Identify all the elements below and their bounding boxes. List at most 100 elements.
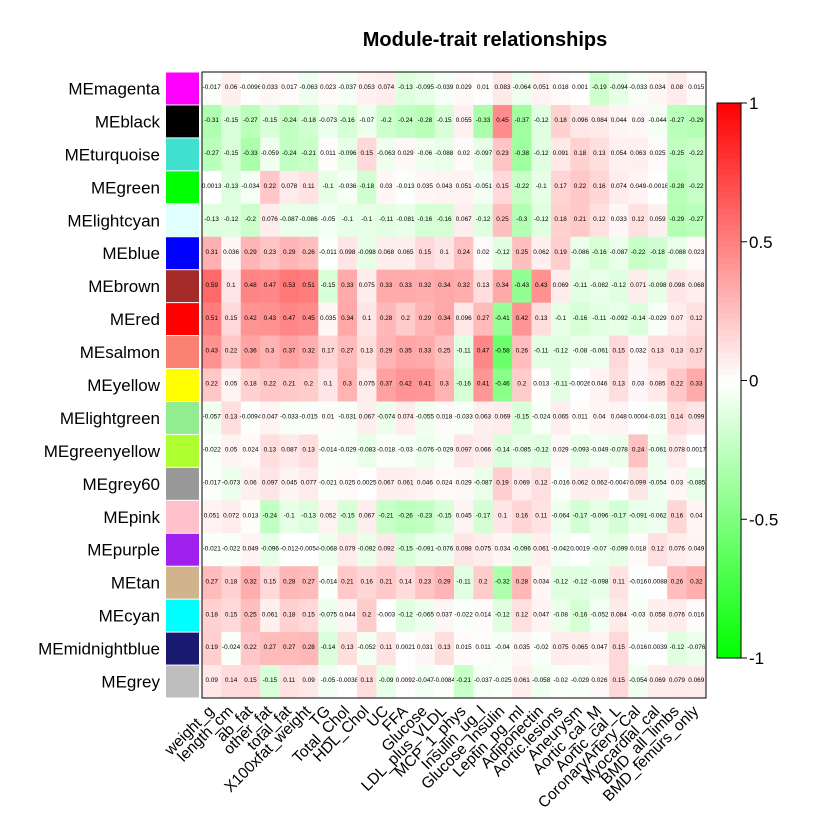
heatmap-cell: [240, 302, 261, 336]
heatmap-cell: [609, 599, 629, 633]
heatmap-cell: [589, 203, 610, 238]
heatmap-cell: [628, 566, 649, 600]
heatmap-cell: [492, 566, 513, 600]
cell-value-label: 0.013: [242, 512, 258, 519]
cell-value-label: -0.017: [203, 84, 222, 91]
heatmap-cell: [473, 632, 494, 666]
legend-gradient-step: [717, 202, 741, 209]
heatmap-cell: [221, 632, 242, 666]
heatmap-cell: [221, 269, 242, 303]
heatmap-cell: [279, 137, 300, 172]
cell-value-label: -0.051: [474, 183, 493, 190]
cell-value-label: 0.059: [650, 216, 666, 223]
heatmap-cell: [240, 401, 261, 435]
cell-value-label: 0.03: [632, 381, 645, 388]
cell-value-label: 0.046: [417, 480, 433, 487]
heatmap-cell: [570, 203, 590, 238]
heatmap-cell: [473, 302, 494, 336]
cell-value-label: -0.016: [629, 578, 648, 585]
cell-value-label: -0.012: [280, 545, 299, 552]
heatmap-cell: [550, 599, 571, 633]
heatmap-cell: [298, 269, 319, 303]
legend-gradient-step: [717, 563, 741, 570]
cell-value-label: -0.25: [670, 150, 685, 157]
heatmap-cell: [492, 170, 513, 205]
heatmap-cell: [473, 368, 494, 402]
heatmap-cell: [667, 302, 687, 336]
cell-value-label: 0.23: [496, 150, 509, 157]
cell-value-label: 0.01: [322, 414, 335, 421]
heatmap-cell: [454, 500, 474, 534]
cell-value-label: 0.26: [516, 348, 529, 355]
cell-value-label: 0.065: [553, 414, 569, 421]
cell-value-label: 0.1: [362, 315, 371, 322]
legend-gradient-step: [717, 180, 741, 187]
legend-gradient-step: [717, 125, 741, 132]
cell-value-label: 0.026: [591, 677, 607, 684]
cell-value-label: 0.0021: [396, 644, 416, 651]
heatmap-cell: [686, 566, 707, 600]
heatmap-cell: [647, 632, 668, 666]
legend-gradient-step: [717, 241, 741, 248]
cell-value-label: 0.08: [671, 84, 684, 91]
cell-value-label: 0.2: [304, 381, 313, 388]
row-label: MEblack: [95, 112, 161, 131]
cell-value-label: -0.13: [224, 183, 239, 190]
cell-value-label: 0.043: [436, 183, 452, 190]
cell-value-label: -0.27: [670, 117, 685, 124]
heatmap-cell: [337, 599, 358, 633]
heatmap-cell: [318, 368, 338, 402]
cell-value-label: 0.32: [690, 578, 703, 585]
cell-value-label: 0.0025: [357, 480, 377, 487]
legend-gradient-step: [717, 169, 741, 176]
heatmap-cell: [202, 104, 222, 139]
row-label: MEgreen: [91, 178, 160, 197]
heatmap-cell: [434, 72, 455, 106]
heatmap-cell: [492, 665, 513, 699]
heatmap-cell: [415, 137, 435, 172]
cell-value-label: 0.069: [514, 480, 530, 487]
cell-value-label: 0.27: [264, 644, 277, 651]
heatmap-cell: [512, 72, 532, 106]
heatmap-cell: [221, 533, 242, 567]
heatmap-cell: [279, 302, 300, 336]
cell-value-label: -0.16: [592, 249, 607, 256]
heatmap-cell: [434, 500, 455, 534]
heatmap-cell: [628, 533, 649, 567]
cell-value-label: 0.27: [477, 315, 490, 322]
cell-value-label: -0.014: [319, 578, 338, 585]
heatmap-cell: [570, 104, 590, 139]
cell-value-label: -0.29: [670, 216, 685, 223]
cell-value-label: 0.33: [380, 282, 393, 289]
heatmap-cell: [357, 632, 377, 666]
cell-value-label: 0.091: [553, 150, 569, 157]
cell-value-label: 0.16: [671, 512, 684, 519]
cell-value-label: 0.28: [380, 315, 393, 322]
legend-gradient-step: [717, 596, 741, 603]
legend-tick-label: 0: [749, 372, 758, 391]
cell-value-label: 0.12: [535, 480, 548, 487]
heatmap-cell: [202, 599, 222, 633]
cell-value-label: 0.001: [572, 84, 588, 91]
legend-gradient-step: [717, 341, 741, 348]
cell-value-label: 0.045: [456, 512, 472, 519]
legend-gradient-step: [717, 641, 741, 648]
heatmap-cell: [279, 72, 300, 106]
cell-value-label: 0.33: [341, 282, 354, 289]
heatmap-cell: [628, 368, 649, 402]
cell-value-label: 0.51: [205, 315, 218, 322]
heatmap-cell: [609, 566, 629, 600]
cell-value-label: 0.16: [593, 183, 606, 190]
legend-gradient-step: [717, 347, 741, 354]
cell-value-label: -0.037: [338, 84, 357, 91]
cell-value-label: 0.47: [477, 348, 490, 355]
cell-value-label: 0.13: [438, 644, 451, 651]
cell-value-label: 0.16: [361, 578, 374, 585]
cell-value-label: -0.021: [203, 545, 222, 552]
cell-value-label: 0.067: [359, 414, 375, 421]
cell-value-label: -0.0084: [433, 677, 455, 684]
cell-value-label: 0.047: [591, 644, 607, 651]
module-color-swatch: [166, 401, 199, 434]
cell-value-label: 0.069: [494, 414, 510, 421]
cell-value-label: 0.068: [688, 282, 704, 289]
